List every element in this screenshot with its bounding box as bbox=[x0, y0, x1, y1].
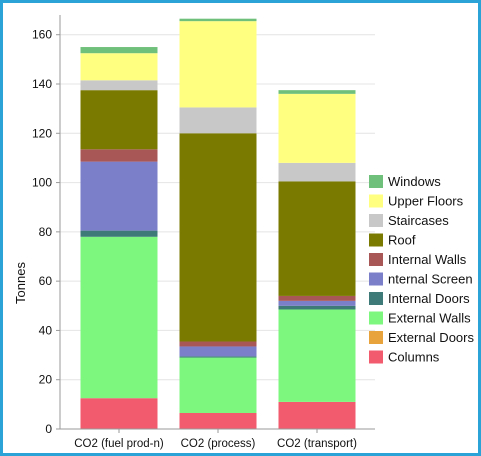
legend-swatch bbox=[369, 350, 383, 364]
legend-label: nternal Screen bbox=[388, 272, 473, 287]
bar-segment-roof bbox=[278, 181, 356, 296]
legend-swatch bbox=[369, 292, 383, 305]
x-tick-labels: CO2 (fuel prod-n) CO2 (process) CO2 (trans… bbox=[74, 429, 357, 450]
legend-swatch bbox=[369, 233, 383, 247]
x-tick-label: CO2 (process) bbox=[181, 438, 256, 450]
bar-segment-internal-doors bbox=[80, 230, 158, 237]
legend-swatch bbox=[369, 272, 383, 286]
bar-segment-windows bbox=[278, 90, 356, 94]
bar-segment-staircases bbox=[179, 107, 257, 134]
bar-segment-windows bbox=[179, 18, 257, 22]
legend-swatch bbox=[369, 331, 383, 344]
legend-label: External Walls bbox=[388, 311, 471, 326]
bar-segment-external-walls bbox=[80, 236, 158, 399]
bar-segment-roof bbox=[80, 90, 158, 150]
y-tick-labels: 0 20 40 60 80 100 120 140 160 bbox=[32, 28, 60, 436]
bar-segment-nternal-screen bbox=[80, 161, 158, 231]
legend-label: Roof bbox=[388, 233, 416, 248]
bar-segment-internal-doors bbox=[278, 305, 356, 310]
bar-segment-staircases bbox=[278, 162, 356, 182]
bar-segment-upper-floors bbox=[278, 93, 356, 163]
bar-segment-internal-walls bbox=[278, 295, 356, 301]
y-tick-label: 160 bbox=[32, 28, 52, 42]
y-tick-label: 40 bbox=[39, 323, 53, 337]
y-tick-label: 0 bbox=[45, 422, 52, 436]
y-tick-label: 80 bbox=[39, 225, 53, 239]
bar-segment-internal-walls bbox=[80, 149, 158, 162]
bar-segment-upper-floors bbox=[179, 21, 257, 108]
y-tick-label: 120 bbox=[32, 126, 52, 140]
x-tick-label: CO2 (fuel prod-n) bbox=[74, 438, 164, 450]
bar-segment-columns bbox=[278, 401, 356, 429]
bar-segment-windows bbox=[80, 47, 158, 54]
legend-label: Internal Walls bbox=[388, 252, 467, 267]
legend-label: External Doors bbox=[388, 330, 474, 345]
bar-segment-columns bbox=[80, 398, 158, 429]
y-tick-label: 20 bbox=[39, 373, 53, 387]
bar-segment-roof bbox=[179, 133, 257, 342]
y-tick-label: 140 bbox=[32, 77, 52, 91]
legend-label: Upper Floors bbox=[388, 194, 464, 209]
y-tick-label: 100 bbox=[32, 176, 52, 190]
bar-segment-nternal-screen bbox=[278, 300, 356, 306]
bar-segment-external-walls bbox=[278, 309, 356, 402]
y-axis-label: Tonnes bbox=[13, 262, 28, 304]
legend-label: Windows bbox=[388, 174, 441, 189]
legend-swatch bbox=[369, 194, 383, 208]
bars bbox=[80, 18, 356, 429]
legend-swatch bbox=[369, 311, 383, 325]
y-tick-label: 60 bbox=[39, 274, 53, 288]
bar-segment-external-walls bbox=[179, 357, 257, 413]
bar-segment-upper-floors bbox=[80, 53, 158, 81]
bar-segment-staircases bbox=[80, 80, 158, 91]
legend-label: Columns bbox=[388, 350, 440, 365]
bar-segment-internal-walls bbox=[179, 341, 257, 347]
bar-segment-columns bbox=[179, 412, 257, 429]
bar-segment-nternal-screen bbox=[179, 346, 257, 357]
legend-swatch bbox=[369, 175, 383, 188]
x-tick-label: CO2 (transport) bbox=[277, 438, 357, 450]
bar-segment-internal-doors bbox=[179, 356, 257, 358]
legend-swatch bbox=[369, 253, 383, 266]
legend: Windows Upper Floors Staircases Roof Interna… bbox=[369, 174, 474, 365]
legend-label: Staircases bbox=[388, 213, 449, 228]
legend-label: Internal Doors bbox=[388, 291, 470, 306]
legend-swatch bbox=[369, 214, 383, 227]
